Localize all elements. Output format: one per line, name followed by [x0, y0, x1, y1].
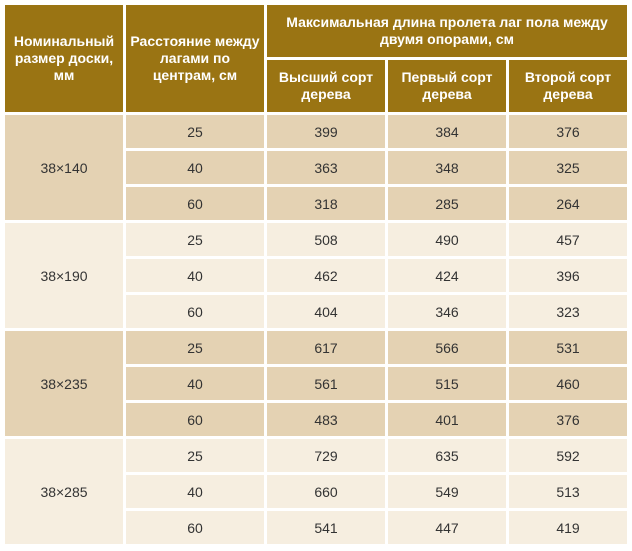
spacing-cell: 40: [126, 367, 264, 400]
span-premium-cell: 561: [267, 367, 385, 400]
span-second-grade-cell: 376: [509, 403, 627, 436]
span-premium-cell: 483: [267, 403, 385, 436]
table-row: 40 561 515 460: [5, 367, 627, 400]
span-premium-cell: 660: [267, 475, 385, 508]
span-second-grade-cell: 457: [509, 223, 627, 256]
table-row: 60 541 447 419: [5, 511, 627, 544]
span-first-grade-cell: 566: [388, 331, 506, 364]
span-second-grade-cell: 513: [509, 475, 627, 508]
header-grade-second: Второй сорт дерева: [509, 60, 627, 112]
span-premium-cell: 508: [267, 223, 385, 256]
spacing-cell: 40: [126, 475, 264, 508]
spacing-cell: 60: [126, 403, 264, 436]
span-first-grade-cell: 424: [388, 259, 506, 292]
table-row: 60 404 346 323: [5, 295, 627, 328]
span-first-grade-cell: 348: [388, 151, 506, 184]
span-second-grade-cell: 396: [509, 259, 627, 292]
span-first-grade-cell: 490: [388, 223, 506, 256]
span-first-grade-cell: 384: [388, 115, 506, 148]
spacing-cell: 25: [126, 439, 264, 472]
table-row: 40 462 424 396: [5, 259, 627, 292]
table-row: 40 660 549 513: [5, 475, 627, 508]
span-premium-cell: 462: [267, 259, 385, 292]
table-row: 38×140 25 399 384 376: [5, 115, 627, 220]
spacing-cell: 40: [126, 151, 264, 184]
span-premium-cell: 729: [267, 439, 385, 472]
header-grade-first: Первый сорт дерева: [388, 60, 506, 112]
span-second-grade-cell: 376: [509, 115, 627, 148]
table-row: 38×285 25 729 635 592: [5, 439, 627, 544]
span-first-grade-cell: 401: [388, 403, 506, 436]
span-premium-cell: 399: [267, 115, 385, 148]
span-premium-cell: 404: [267, 295, 385, 328]
table-body: 38×140 25 399 384 376 40 363 348 325 60 318 285 264 3…: [5, 115, 627, 544]
spacing-cell: 25: [126, 115, 264, 148]
spacing-cell: 60: [126, 511, 264, 544]
span-first-grade-cell: 515: [388, 367, 506, 400]
table-row: 60 483 401 376: [5, 403, 627, 436]
span-second-grade-cell: 325: [509, 151, 627, 184]
span-premium-cell: 541: [267, 511, 385, 544]
span-second-grade-cell: 531: [509, 331, 627, 364]
span-second-grade-cell: 592: [509, 439, 627, 472]
header-nominal-size: Номинальный размер доски, мм: [5, 5, 123, 112]
span-second-grade-cell: 264: [509, 187, 627, 220]
span-premium-cell: 318: [267, 187, 385, 220]
span-first-grade-cell: 447: [388, 511, 506, 544]
header-grade-premium: Высший сорт дерева: [267, 60, 385, 112]
span-premium-cell: 363: [267, 151, 385, 184]
span-premium-cell: 617: [267, 331, 385, 364]
span-second-grade-cell: 460: [509, 367, 627, 400]
board-size-cell: 38×285: [5, 439, 123, 544]
spacing-cell: 60: [126, 187, 264, 220]
spacing-cell: 25: [126, 331, 264, 364]
spacing-cell: 40: [126, 259, 264, 292]
span-first-grade-cell: 285: [388, 187, 506, 220]
board-size-cell: 38×235: [5, 331, 123, 436]
spacing-cell: 60: [126, 295, 264, 328]
header-max-span: Максимальная длина пролета лаг пола межд…: [267, 5, 627, 57]
span-first-grade-cell: 635: [388, 439, 506, 472]
header-joist-spacing: Расстояние между лагами по центрам, см: [126, 5, 264, 112]
span-first-grade-cell: 549: [388, 475, 506, 508]
table-row: 60 318 285 264: [5, 187, 627, 220]
table-row: 38×190 25 508 490 457: [5, 223, 627, 328]
span-second-grade-cell: 419: [509, 511, 627, 544]
table-row: 40 363 348 325: [5, 151, 627, 184]
spacing-cell: 25: [126, 223, 264, 256]
board-size-cell: 38×140: [5, 115, 123, 220]
span-first-grade-cell: 346: [388, 295, 506, 328]
board-size-cell: 38×190: [5, 223, 123, 328]
span-second-grade-cell: 323: [509, 295, 627, 328]
table-row: 38×235 25 617 566 531: [5, 331, 627, 436]
